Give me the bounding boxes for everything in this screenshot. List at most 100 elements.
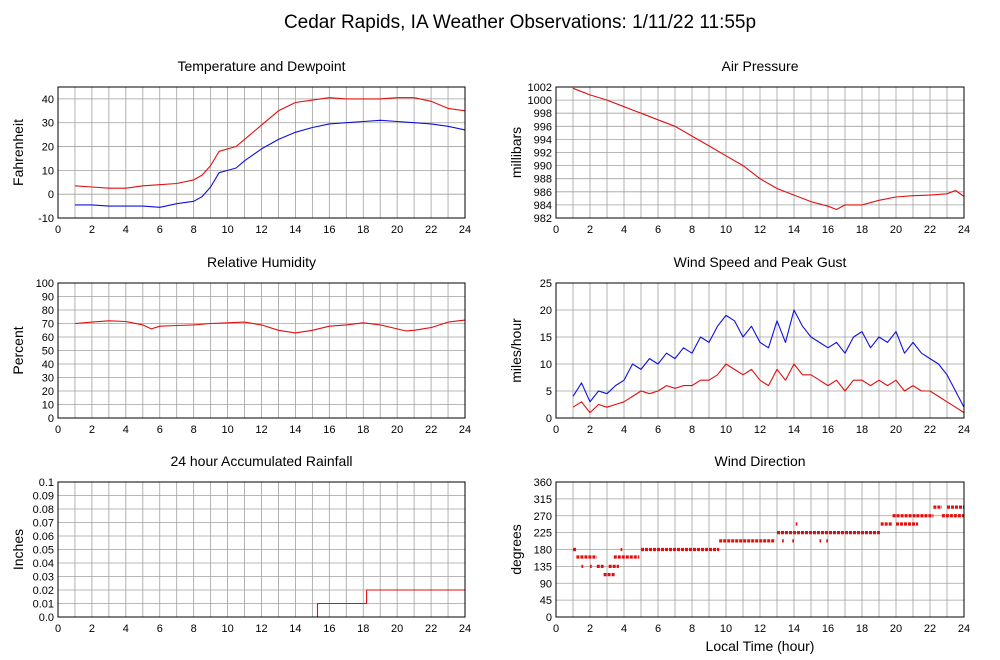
wind-speed-and-peak-gust-x-tick-label: 8	[689, 424, 695, 436]
wind-speed-and-peak-gust-x-tick-label: 0	[553, 424, 559, 436]
temperature-and-dewpoint-chart: 0 2 4 6 8 10 12 14 16 18 20 22 24-10010203040Tempera…	[10, 58, 471, 236]
24-hour-accumulated-rainfall-y-tick-label: 0.05	[33, 545, 54, 557]
24-hour-accumulated-rainfall-y-tick-label: 0.02	[33, 585, 54, 597]
wind-direction-x-tick-label: 20	[890, 623, 902, 635]
temperature-and-dewpoint-x-tick-label: 4	[123, 224, 129, 236]
wind-speed-and-peak-gust-x-tick-label: 6	[655, 424, 661, 436]
air-pressure-series-line-1	[572, 87, 965, 211]
wind-speed-and-peak-gust-x-tick-label: 20	[890, 424, 902, 436]
wind-direction-y-tick-label: 45	[540, 595, 552, 607]
24-hour-accumulated-rainfall-y-tick-label: 0.08	[33, 504, 54, 516]
relative-humidity-y-tick-label: 70	[42, 319, 54, 331]
wind-direction-y-tick-label: 0	[546, 612, 552, 624]
24-hour-accumulated-rainfall-y-tick-label: 0.04	[33, 558, 54, 570]
24-hour-accumulated-rainfall-x-tick-label: 2	[89, 623, 95, 635]
wind-direction-x-tick-label: 24	[958, 623, 970, 635]
relative-humidity-x-tick-label: 0	[55, 424, 61, 436]
24-hour-accumulated-rainfall-y-tick-label: 0.0	[39, 612, 54, 624]
wind-speed-and-peak-gust-x-tick-label: 18	[856, 424, 868, 436]
air-pressure-x-tick-label: 20	[890, 224, 902, 236]
wind-direction-x-tick-label: 10	[720, 623, 732, 635]
wind-speed-and-peak-gust-y-tick-label: 25	[540, 278, 552, 290]
temperature-and-dewpoint-x-tick-label: 12	[255, 224, 267, 236]
wind-speed-and-peak-gust-frame	[555, 282, 965, 419]
relative-humidity-y-tick-label: 80	[42, 305, 54, 317]
air-pressure-y-tick-label: 992	[534, 148, 552, 160]
wind-speed-and-peak-gust-x-tick-label: 14	[788, 424, 800, 436]
temperature-and-dewpoint-y-tick-label: 20	[42, 142, 54, 154]
relative-humidity-x-tick-label: 16	[323, 424, 335, 436]
wind-direction-x-tick-label: 4	[621, 623, 627, 635]
air-pressure-frame	[555, 86, 965, 219]
24-hour-accumulated-rainfall-y-tick-label: 0.1	[39, 477, 54, 489]
air-pressure-y-tick-label: 986	[534, 187, 552, 199]
relative-humidity-x-tick-label: 22	[425, 424, 437, 436]
24-hour-accumulated-rainfall-x-tick-label: 18	[357, 623, 369, 635]
wind-speed-and-peak-gust-y-tick-label: 0	[546, 413, 552, 425]
air-pressure-x-tick-label: 0	[553, 224, 559, 236]
wind-speed-and-peak-gust-x-tick-label: 24	[958, 424, 970, 436]
air-pressure-y-tick-label: 988	[534, 174, 552, 186]
relative-humidity-y-axis-label: Percent	[10, 326, 26, 374]
relative-humidity-x-tick-label: 10	[221, 424, 233, 436]
relative-humidity-x-tick-label: 20	[391, 424, 403, 436]
relative-humidity-y-tick-label: 100	[36, 278, 54, 290]
air-pressure-y-tick-label: 1002	[528, 82, 552, 94]
relative-humidity-x-tick-label: 4	[123, 424, 129, 436]
temperature-and-dewpoint-x-tick-label: 10	[221, 224, 233, 236]
air-pressure-x-tick-label: 14	[788, 224, 800, 236]
temperature-and-dewpoint-x-tick-label: 20	[391, 224, 403, 236]
24-hour-accumulated-rainfall-x-tick-label: 24	[459, 623, 471, 635]
air-pressure-y-tick-label: 990	[534, 161, 552, 173]
wind-speed-and-peak-gust-x-tick-label: 2	[587, 424, 593, 436]
wind-speed-and-peak-gust-y-tick-label: 15	[540, 332, 552, 344]
wind-speed-and-peak-gust-x-tick-label: 10	[720, 424, 732, 436]
relative-humidity-x-tick-label: 2	[89, 424, 95, 436]
24-hour-accumulated-rainfall-frame	[57, 481, 466, 618]
24-hour-accumulated-rainfall-y-tick-label: 0.03	[33, 572, 54, 584]
air-pressure-y-tick-label: 994	[534, 134, 552, 146]
wind-direction-y-tick-label: 315	[534, 494, 552, 506]
relative-humidity-y-tick-label: 50	[42, 346, 54, 358]
24-hour-accumulated-rainfall-x-tick-label: 14	[289, 623, 301, 635]
relative-humidity-y-tick-label: 20	[42, 386, 54, 398]
relative-humidity-chart: 0 2 4 6 8 10 12 14 16 18 20 22 240102030405060708090…	[10, 254, 471, 436]
24-hour-accumulated-rainfall-y-tick-label: 0.09	[33, 491, 54, 503]
air-pressure-y-axis-label: millibars	[508, 127, 524, 178]
relative-humidity-x-tick-label: 18	[357, 424, 369, 436]
air-pressure-x-tick-label: 8	[689, 224, 695, 236]
wind-speed-and-peak-gust-series-line-1	[572, 309, 965, 408]
temperature-and-dewpoint-y-tick-label: 0	[48, 189, 54, 201]
24-hour-accumulated-rainfall-x-tick-label: 0	[55, 623, 61, 635]
wind-speed-and-peak-gust-x-tick-label: 4	[621, 424, 627, 436]
relative-humidity-x-tick-label: 14	[289, 424, 301, 436]
wind-direction-y-tick-label: 90	[540, 578, 552, 590]
wind-direction-x-axis-label: Local Time (hour)	[706, 638, 815, 654]
24-hour-accumulated-rainfall-title: 24 hour Accumulated Rainfall	[170, 453, 352, 469]
wind-direction-frame	[555, 481, 965, 618]
24-hour-accumulated-rainfall-x-tick-label: 6	[157, 623, 163, 635]
wind-direction-x-tick-label: 18	[856, 623, 868, 635]
wind-speed-and-peak-gust-y-tick-label: 10	[540, 359, 552, 371]
24-hour-accumulated-rainfall-x-tick-label: 12	[255, 623, 267, 635]
air-pressure-x-tick-label: 18	[856, 224, 868, 236]
wind-direction-x-tick-label: 12	[754, 623, 766, 635]
24-hour-accumulated-rainfall-chart: 0 2 4 6 8 10 12 14 16 18 20 22 240.00.010.020.030.04…	[10, 453, 471, 635]
relative-humidity-y-tick-label: 60	[42, 332, 54, 344]
24-hour-accumulated-rainfall-y-tick-label: 0.07	[33, 518, 54, 530]
relative-humidity-title: Relative Humidity	[207, 254, 316, 270]
air-pressure-y-tick-label: 996	[534, 121, 552, 133]
air-pressure-y-tick-label: 998	[534, 108, 552, 120]
wind-direction-x-tick-label: 22	[924, 623, 936, 635]
temperature-and-dewpoint-x-tick-label: 22	[425, 224, 437, 236]
wind-direction-x-tick-label: 2	[587, 623, 593, 635]
air-pressure-x-tick-label: 16	[822, 224, 834, 236]
relative-humidity-frame	[57, 282, 466, 419]
temperature-and-dewpoint-y-axis-label: Fahrenheit	[10, 119, 26, 186]
temperature-and-dewpoint-y-tick-label: 30	[42, 118, 54, 130]
air-pressure-x-tick-label: 12	[754, 224, 766, 236]
wind-speed-and-peak-gust-x-tick-label: 22	[924, 424, 936, 436]
